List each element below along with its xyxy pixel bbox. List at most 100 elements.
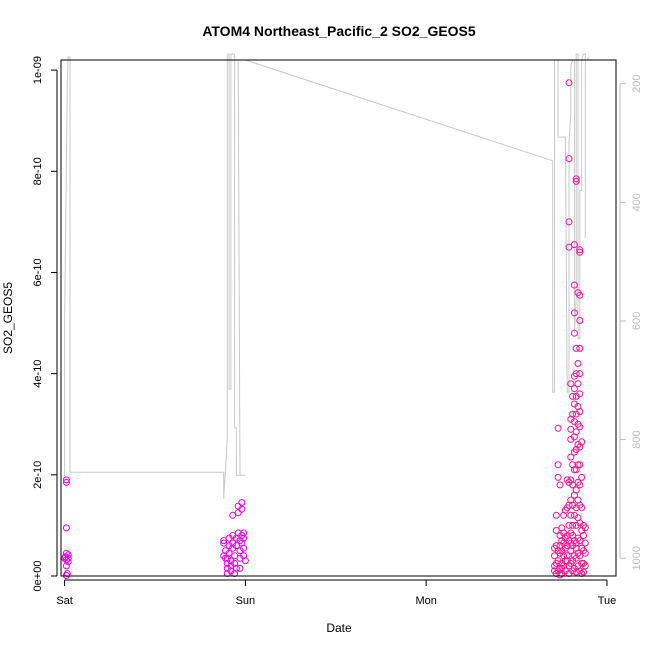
chart-title: ATOM4 Northeast_Pacific_2 SO2_GEOS5 (202, 23, 476, 39)
data-point (572, 175, 580, 183)
data-point (581, 562, 589, 570)
data-point (563, 557, 571, 565)
data-point (572, 486, 580, 494)
data-point (581, 539, 589, 547)
data-point (554, 567, 562, 575)
y2-tick-label: 1000 (631, 546, 643, 570)
y2-tick-label: 400 (631, 193, 643, 211)
data-point (572, 177, 580, 185)
data-point (578, 473, 586, 481)
data-point (565, 521, 573, 529)
x-axis: Sat Sun Mon Tue (56, 579, 617, 607)
y-tick-label: 8e-10 (32, 157, 44, 185)
data-point (576, 248, 584, 256)
data-point (565, 218, 573, 226)
data-point (576, 291, 584, 299)
data-point (552, 511, 560, 519)
data-point (569, 532, 577, 539)
data-point (570, 241, 578, 249)
data-point (234, 509, 242, 517)
data-point (236, 564, 244, 572)
data-point (569, 392, 577, 400)
data-point (238, 499, 246, 507)
data-point (576, 423, 584, 431)
data-point (570, 309, 578, 317)
data-point (576, 537, 584, 545)
x-tick-label: Mon (415, 595, 436, 607)
data-point (565, 155, 573, 163)
y2-tick-label: 800 (631, 430, 643, 448)
scatter-points-layer (61, 79, 589, 579)
data-point (556, 481, 564, 489)
pressure-line-layer (64, 53, 590, 499)
data-point (576, 344, 584, 352)
data-point (576, 461, 584, 469)
data-point (61, 554, 69, 562)
data-point (567, 539, 575, 547)
data-point (567, 380, 575, 388)
data-point (567, 453, 575, 461)
data-point (554, 461, 562, 469)
y-tick-label: 4e-10 (32, 360, 44, 388)
x-tick-label: Sat (56, 595, 73, 607)
data-point (576, 370, 584, 378)
data-point (64, 558, 72, 566)
data-point (552, 527, 560, 534)
data-point (569, 410, 577, 418)
data-point (581, 549, 589, 557)
data-point (580, 568, 587, 576)
data-point (565, 243, 573, 251)
data-point (240, 534, 248, 542)
data-point (62, 562, 70, 570)
data-point (64, 554, 72, 562)
data-point (551, 552, 558, 560)
plot-frame (60, 59, 617, 577)
y2-axis: 200 400 600 800 1000 (619, 75, 643, 570)
data-point (574, 360, 582, 367)
y-tick-label: 2e-10 (32, 461, 44, 489)
y2-tick-label: 600 (631, 312, 643, 330)
x-tick-label: Tue (598, 595, 617, 607)
data-point (576, 481, 584, 489)
y-tick-label: 6e-10 (32, 258, 44, 286)
data-point (241, 557, 249, 565)
data-point (238, 505, 246, 513)
data-point (572, 344, 580, 352)
data-point (554, 473, 562, 481)
data-point (561, 506, 569, 514)
data-point (556, 571, 564, 579)
data-point (570, 385, 578, 393)
data-point (570, 281, 578, 289)
data-point (576, 408, 584, 416)
data-point (62, 476, 70, 484)
x-tick-label: Sun (236, 595, 256, 607)
data-point (576, 390, 584, 398)
data-point (570, 329, 578, 337)
y-axis-label: SO2_GEOS5 (1, 282, 15, 354)
data-point (581, 524, 589, 532)
y-tick-label: 1e-09 (32, 56, 44, 84)
data-point (574, 380, 582, 388)
data-point (565, 79, 573, 87)
data-point (220, 552, 228, 560)
data-point (576, 317, 584, 324)
data-point (576, 552, 584, 560)
data-point (572, 370, 580, 378)
data-point (554, 424, 562, 432)
data-point (569, 521, 577, 529)
data-point (572, 428, 580, 436)
data-point (578, 504, 586, 512)
data-point (576, 246, 584, 254)
data-point (240, 529, 248, 537)
data-point (567, 511, 575, 519)
data-point (62, 478, 70, 486)
y-tick-label: 0e+00 (32, 561, 44, 592)
x-axis-label: Date (326, 621, 352, 635)
data-point (563, 552, 571, 560)
data-point (240, 544, 248, 552)
data-point (62, 524, 70, 532)
y-axis: 0e+00 2e-10 4e-10 6e-10 8e-10 1e-09 (32, 56, 58, 592)
y2-tick-label: 200 (631, 75, 643, 93)
data-point (580, 532, 587, 539)
